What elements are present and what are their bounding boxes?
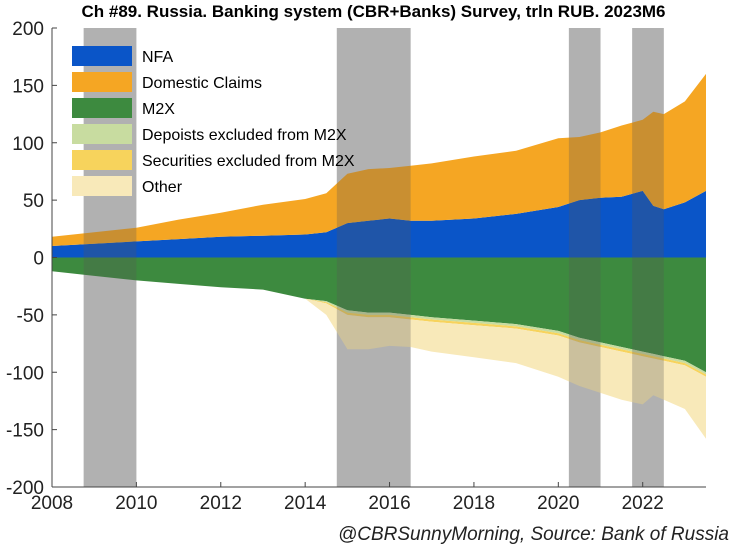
legend-label: Securities excluded from M2X — [142, 153, 355, 170]
x-tick-label: 2018 — [453, 493, 495, 514]
y-tick-label: -50 — [17, 306, 44, 327]
shaded-period-overlay-3 — [568, 28, 601, 487]
legend-swatch — [72, 150, 132, 170]
legend-swatch — [72, 98, 132, 118]
y-tick-label: 100 — [12, 134, 44, 155]
y-tick-label: 200 — [12, 19, 44, 40]
legend-label: Other — [142, 179, 183, 196]
shaded-period-overlay-1 — [83, 28, 137, 487]
legend-swatch — [72, 176, 132, 196]
y-tick-label: -150 — [6, 421, 44, 442]
x-tick-label: 2012 — [200, 493, 242, 514]
y-tick-label: -100 — [6, 363, 44, 384]
legend-swatch — [72, 72, 132, 92]
y-tick-label: 50 — [23, 191, 44, 212]
legend-label: M2X — [142, 101, 175, 118]
legend: NFA Domestic Claims M2X Depoists excluded f… — [72, 46, 355, 196]
legend-swatch — [72, 124, 132, 144]
series-areas — [52, 73, 706, 439]
x-tick-label: 2022 — [622, 493, 664, 514]
y-tick-label: -200 — [6, 478, 44, 499]
area-nfa — [52, 190, 706, 258]
x-tick-label: 2016 — [368, 493, 410, 514]
y-tick-label: 0 — [33, 249, 44, 270]
legend-label: Domestic Claims — [142, 75, 262, 92]
x-tick-label: 2014 — [284, 493, 327, 514]
legend-label: Depoists excluded from M2X — [142, 127, 347, 144]
y-tick-label: 150 — [12, 76, 44, 97]
source-footer: @CBRSunnyMorning, Source: Bank of Russia — [337, 524, 729, 545]
shaded-period-overlay-4 — [632, 28, 664, 487]
legend-swatch — [72, 46, 132, 66]
area-domestic-claims — [52, 73, 706, 247]
shaded-period-overlay-2 — [336, 28, 411, 487]
chart-title: Ch #89. Russia. Banking system (CBR+Bank… — [81, 2, 666, 21]
area-other — [52, 271, 706, 439]
x-tick-label: 2010 — [115, 493, 157, 514]
x-tick-label: 2020 — [537, 493, 579, 514]
legend-label: NFA — [142, 49, 173, 66]
x-tick-label: 2008 — [31, 493, 73, 514]
area-m2x — [52, 257, 706, 373]
